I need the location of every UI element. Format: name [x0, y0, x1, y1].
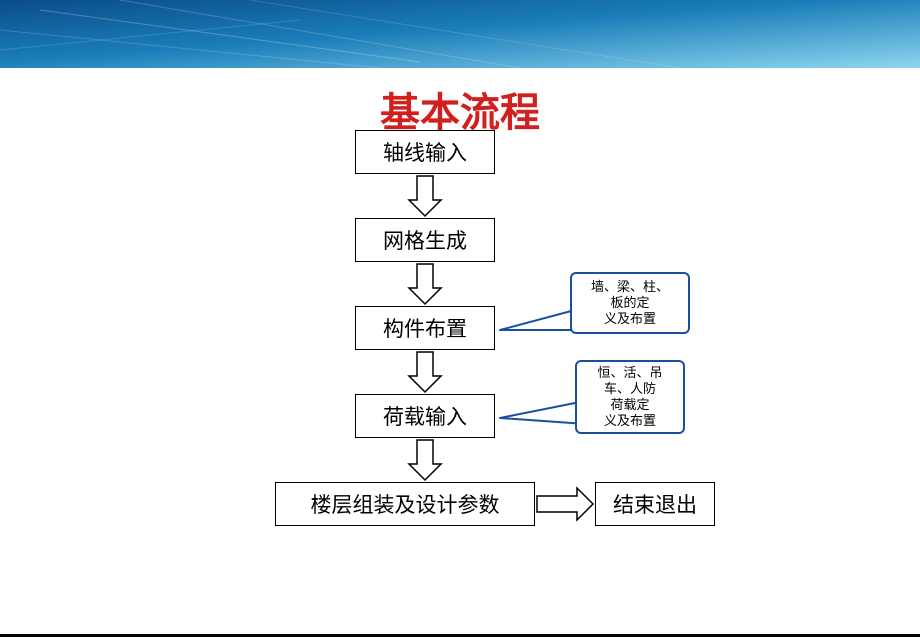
- callout-c2: 恒、活、吊 车、人防 荷载定 义及布置: [575, 360, 685, 434]
- flow-node-n6: 结束退出: [595, 482, 715, 526]
- flow-arrow: [409, 352, 441, 392]
- flow-node-n1: 轴线输入: [355, 130, 495, 174]
- callout-c1: 墙、梁、柱、 板的定 义及布置: [570, 272, 690, 334]
- flow-arrow: [537, 488, 593, 520]
- flow-node-n4: 荷载输入: [355, 394, 495, 438]
- flow-arrow: [409, 176, 441, 216]
- header-band: [0, 0, 920, 68]
- flow-arrow: [409, 264, 441, 304]
- connector-overlay: [0, 130, 920, 630]
- flow-node-n2: 网格生成: [355, 218, 495, 262]
- slide: 基本流程 轴线输入网格生成构件布置荷载输入楼层组装及设计参数结束退出墙、梁、柱、…: [0, 0, 920, 637]
- flow-arrow: [409, 440, 441, 480]
- flow-node-n3: 构件布置: [355, 306, 495, 350]
- flow-node-n5: 楼层组装及设计参数: [275, 482, 535, 526]
- flowchart-diagram: 轴线输入网格生成构件布置荷载输入楼层组装及设计参数 结束退出 墙、梁、柱、 板的定 …: [0, 130, 920, 630]
- header-gradient: [0, 0, 920, 68]
